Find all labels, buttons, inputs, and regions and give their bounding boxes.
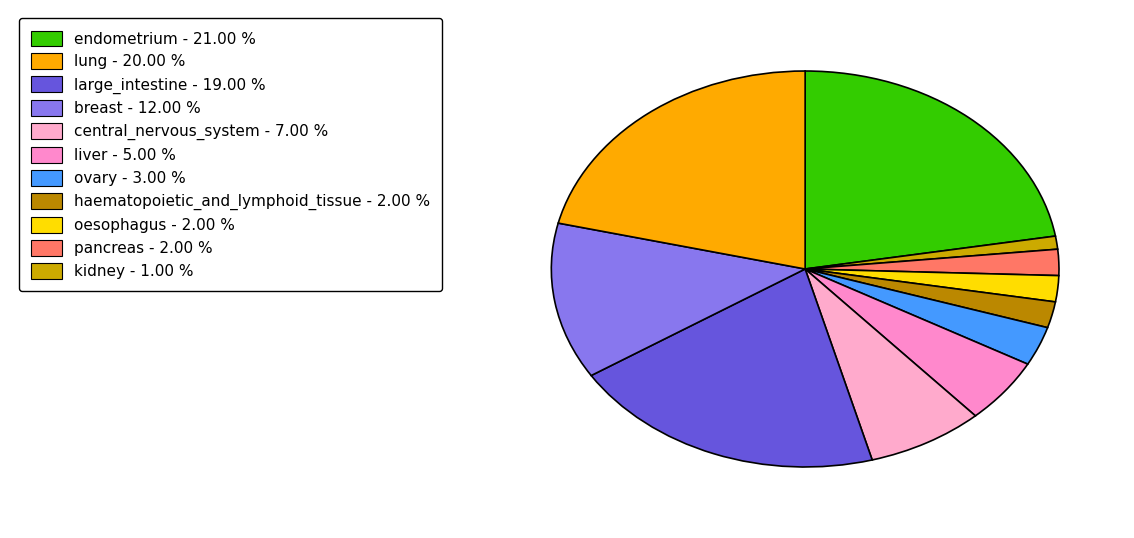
Wedge shape	[558, 71, 805, 269]
Wedge shape	[805, 269, 1027, 416]
Wedge shape	[805, 269, 1048, 364]
Wedge shape	[591, 269, 872, 467]
Wedge shape	[805, 236, 1058, 269]
Wedge shape	[805, 269, 1056, 328]
Wedge shape	[805, 269, 975, 460]
Wedge shape	[805, 71, 1056, 269]
Wedge shape	[805, 249, 1059, 275]
Wedge shape	[805, 269, 1059, 302]
Wedge shape	[551, 223, 805, 376]
Legend: endometrium - 21.00 %, lung - 20.00 %, large_intestine - 19.00 %, breast - 12.00: endometrium - 21.00 %, lung - 20.00 %, l…	[19, 18, 442, 291]
